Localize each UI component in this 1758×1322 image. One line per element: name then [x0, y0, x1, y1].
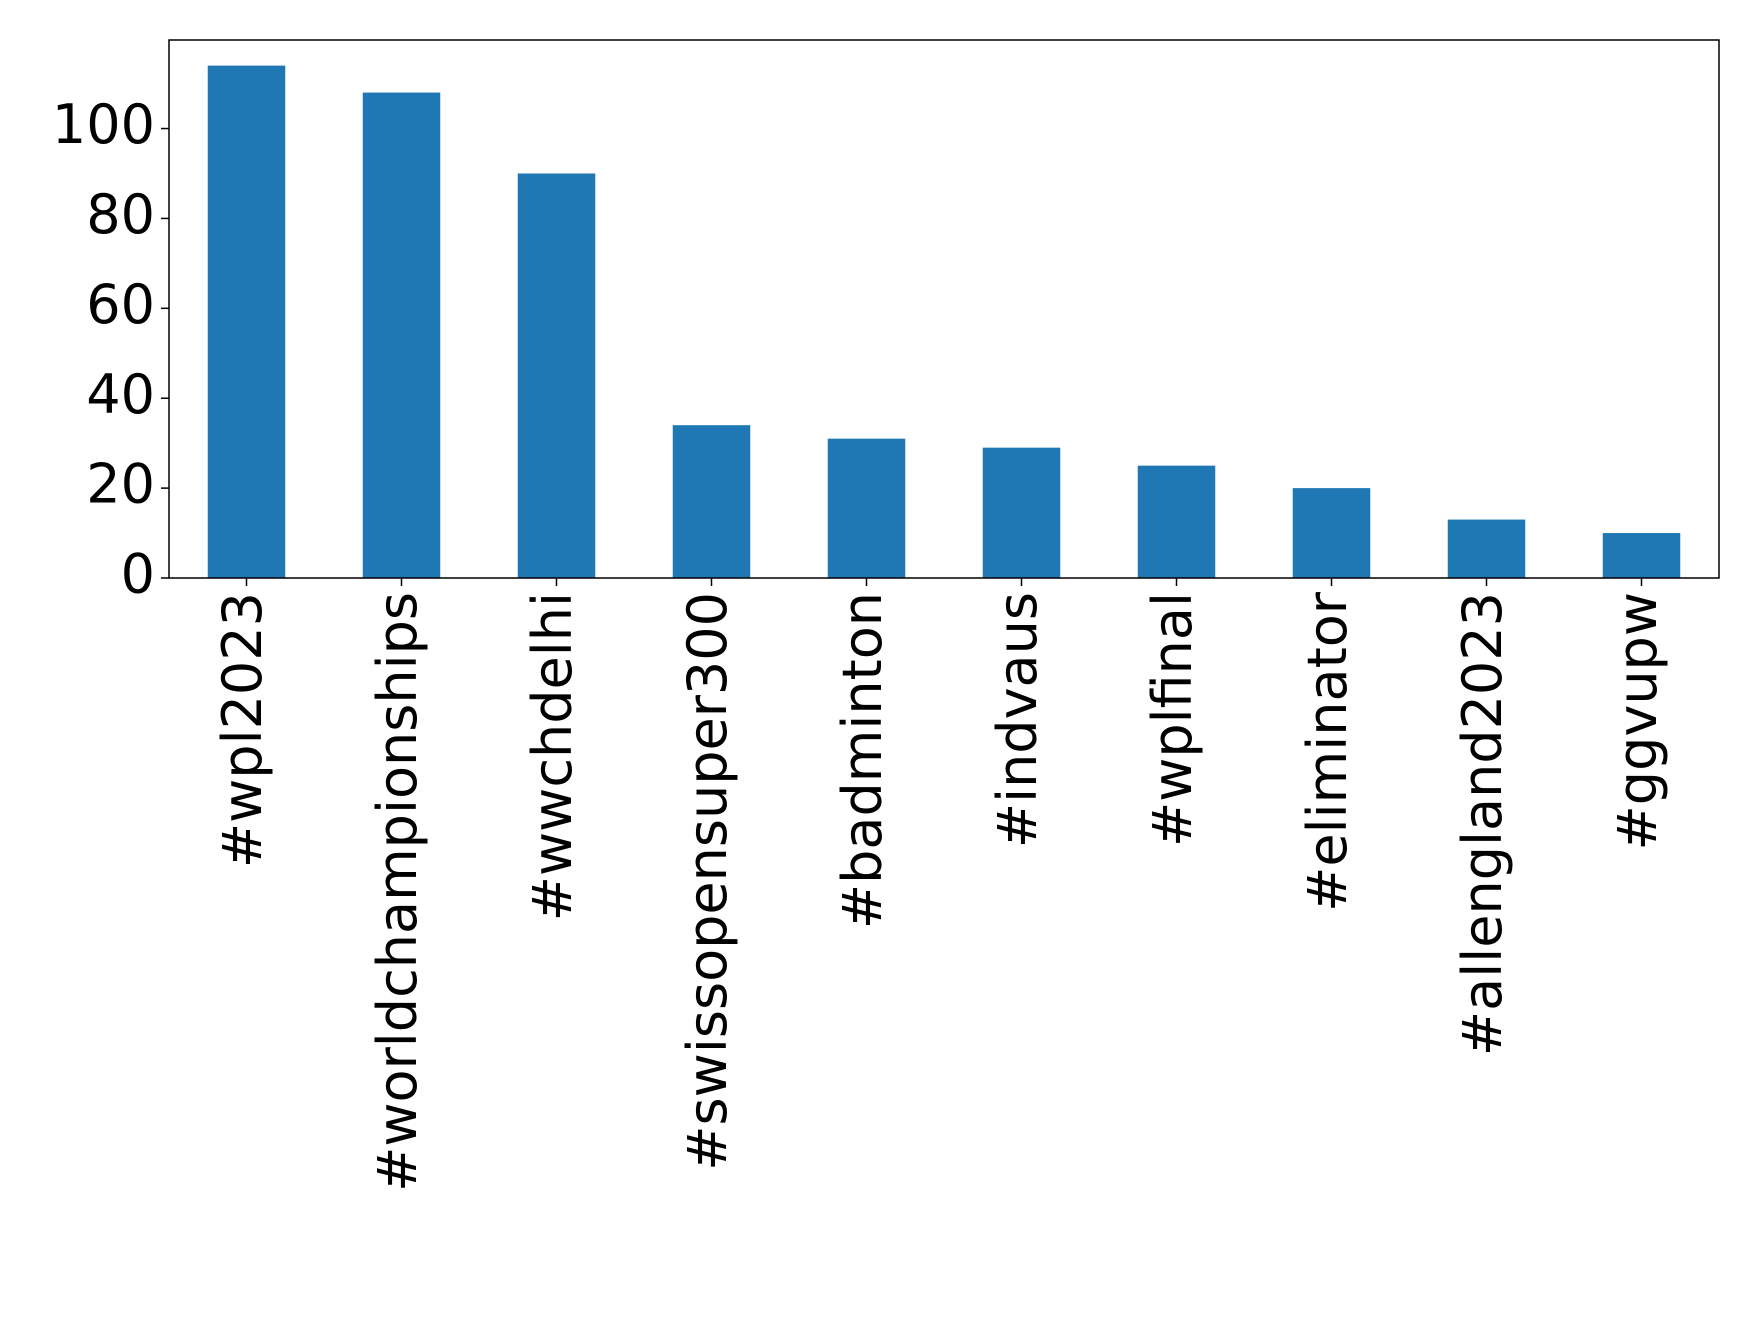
x-tick-label: #badminton: [831, 592, 894, 929]
y-tick-label: 80: [86, 183, 155, 246]
x-tick-label: #eliminator: [1296, 591, 1359, 912]
x-tick-label: #wwchdelhi: [521, 592, 584, 921]
bar: [1137, 465, 1216, 578]
x-tick-label: #indvaus: [986, 592, 1049, 848]
plot-frame: [168, 39, 1720, 579]
bar: [517, 173, 596, 579]
x-tick-label: #ggvupw: [1606, 592, 1669, 850]
y-tick-label: 0: [121, 543, 155, 606]
bar: [362, 92, 441, 579]
bar: [1292, 488, 1371, 578]
x-tick-label: #wpl2023: [211, 592, 274, 868]
x-tick-label: #swissopensuper300: [676, 592, 739, 1171]
bar: [827, 438, 906, 578]
y-tick-label: 20: [86, 453, 155, 516]
bar: [207, 65, 286, 579]
x-tick-label: #worldchampionships: [366, 592, 429, 1192]
x-tick-label: #wplfinal: [1141, 592, 1204, 847]
bar: [672, 425, 751, 578]
y-tick-label: 60: [86, 273, 155, 336]
y-tick-label: 100: [52, 93, 155, 156]
bar: [1447, 519, 1526, 578]
bar: [982, 447, 1061, 578]
bar: [1602, 533, 1681, 578]
y-tick-label: 40: [86, 363, 155, 426]
x-tick-label: #allengland2023: [1451, 592, 1514, 1056]
